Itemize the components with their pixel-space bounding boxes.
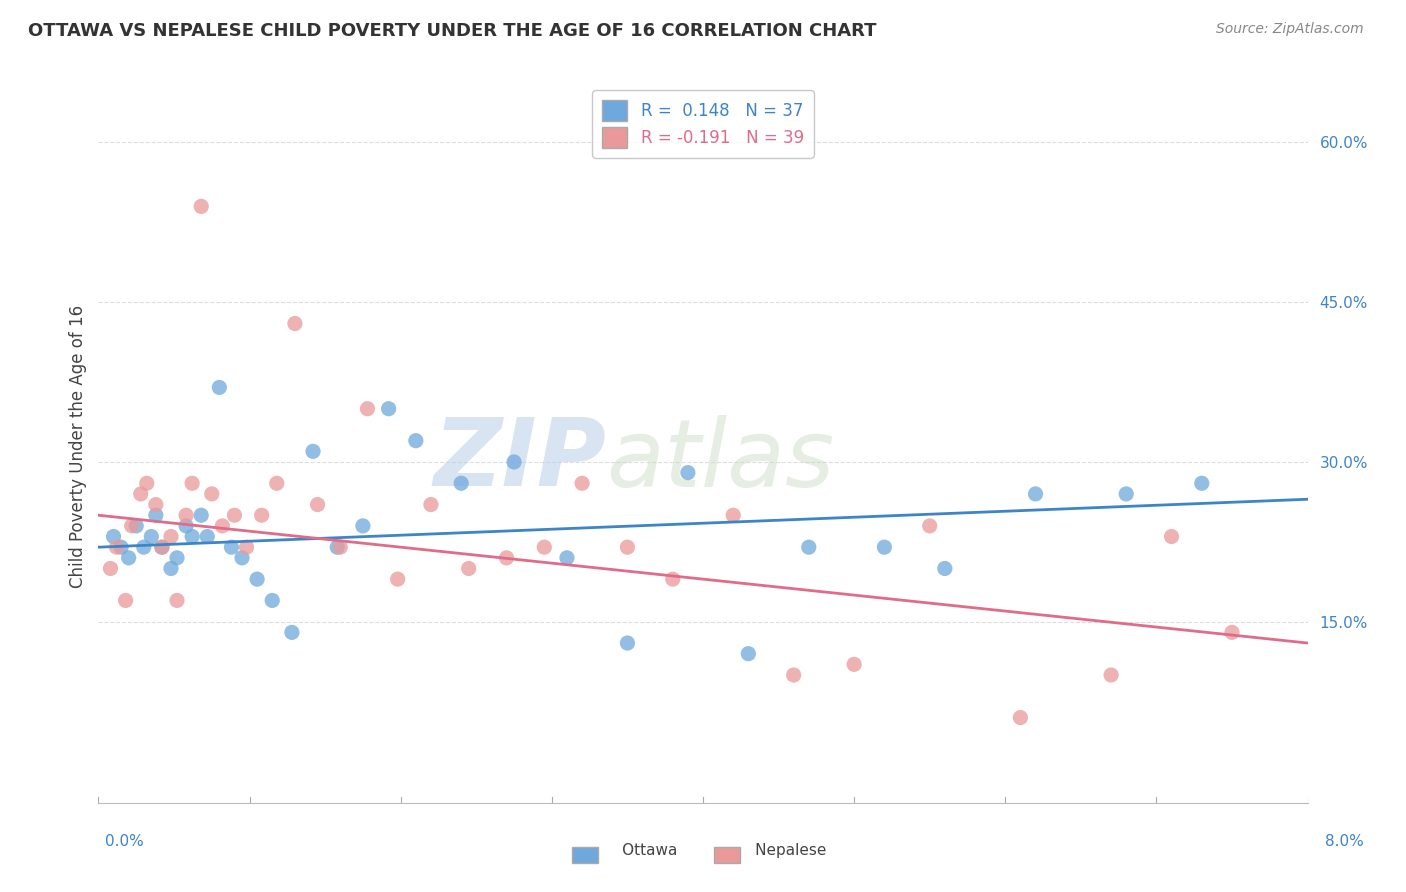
Point xyxy=(211,519,233,533)
Point xyxy=(145,508,167,523)
Point xyxy=(326,540,349,554)
Point xyxy=(190,199,212,213)
Point xyxy=(1115,487,1137,501)
Point xyxy=(1191,476,1213,491)
Point xyxy=(1010,710,1032,724)
Point xyxy=(103,529,125,543)
Point xyxy=(571,476,593,491)
Point xyxy=(224,508,246,523)
Point xyxy=(114,593,136,607)
Point xyxy=(616,636,638,650)
Point xyxy=(352,519,374,533)
Point xyxy=(190,508,212,523)
Point xyxy=(495,550,517,565)
Text: Ottawa: Ottawa xyxy=(588,843,678,858)
Point xyxy=(125,519,148,533)
Point xyxy=(302,444,325,458)
Point xyxy=(141,529,163,543)
Point xyxy=(405,434,427,448)
Point xyxy=(250,508,273,523)
Point xyxy=(166,593,188,607)
Point xyxy=(503,455,526,469)
Point xyxy=(281,625,304,640)
Point xyxy=(208,380,231,394)
Point xyxy=(1220,625,1243,640)
Point xyxy=(616,540,638,554)
Point xyxy=(100,561,122,575)
Y-axis label: Child Poverty Under the Age of 16: Child Poverty Under the Age of 16 xyxy=(69,304,87,588)
Text: ZIP: ZIP xyxy=(433,414,606,507)
Point xyxy=(723,508,745,523)
Point xyxy=(150,540,173,554)
Point xyxy=(118,550,141,565)
Point xyxy=(782,668,804,682)
Point xyxy=(377,401,399,416)
Point xyxy=(457,561,479,575)
Point xyxy=(195,529,218,543)
Point xyxy=(918,519,941,533)
Point xyxy=(420,498,443,512)
Point xyxy=(160,561,183,575)
Point xyxy=(174,519,197,533)
Text: 0.0%: 0.0% xyxy=(105,834,145,849)
Point xyxy=(105,540,128,554)
Point xyxy=(1024,487,1046,501)
Text: Nepalese: Nepalese xyxy=(721,843,825,858)
Point xyxy=(246,572,269,586)
Point xyxy=(221,540,243,554)
Text: OTTAWA VS NEPALESE CHILD POVERTY UNDER THE AGE OF 16 CORRELATION CHART: OTTAWA VS NEPALESE CHILD POVERTY UNDER T… xyxy=(28,22,876,40)
Point xyxy=(797,540,820,554)
Point xyxy=(266,476,288,491)
Point xyxy=(132,540,155,554)
Point xyxy=(934,561,956,575)
Point xyxy=(284,317,307,331)
Point xyxy=(150,540,173,554)
Point xyxy=(307,498,329,512)
Point xyxy=(160,529,183,543)
Point xyxy=(387,572,409,586)
Point xyxy=(676,466,699,480)
Point xyxy=(181,476,204,491)
Point xyxy=(235,540,257,554)
Point xyxy=(181,529,204,543)
Point xyxy=(844,657,866,672)
Point xyxy=(201,487,224,501)
Point xyxy=(737,647,759,661)
Point xyxy=(356,401,378,416)
Point xyxy=(1099,668,1122,682)
Point xyxy=(262,593,284,607)
Point xyxy=(1160,529,1182,543)
Point xyxy=(135,476,157,491)
Text: Source: ZipAtlas.com: Source: ZipAtlas.com xyxy=(1216,22,1364,37)
Point xyxy=(166,550,188,565)
Point xyxy=(145,498,167,512)
Point xyxy=(329,540,352,554)
Text: 8.0%: 8.0% xyxy=(1324,834,1364,849)
Point xyxy=(231,550,253,565)
Point xyxy=(555,550,578,565)
Legend: R =  0.148   N = 37, R = -0.191   N = 39: R = 0.148 N = 37, R = -0.191 N = 39 xyxy=(592,90,814,158)
Point xyxy=(174,508,197,523)
Point xyxy=(129,487,152,501)
Point xyxy=(450,476,472,491)
Point xyxy=(873,540,896,554)
Point xyxy=(110,540,132,554)
Text: atlas: atlas xyxy=(606,415,835,506)
Point xyxy=(533,540,555,554)
Point xyxy=(121,519,143,533)
Point xyxy=(661,572,683,586)
